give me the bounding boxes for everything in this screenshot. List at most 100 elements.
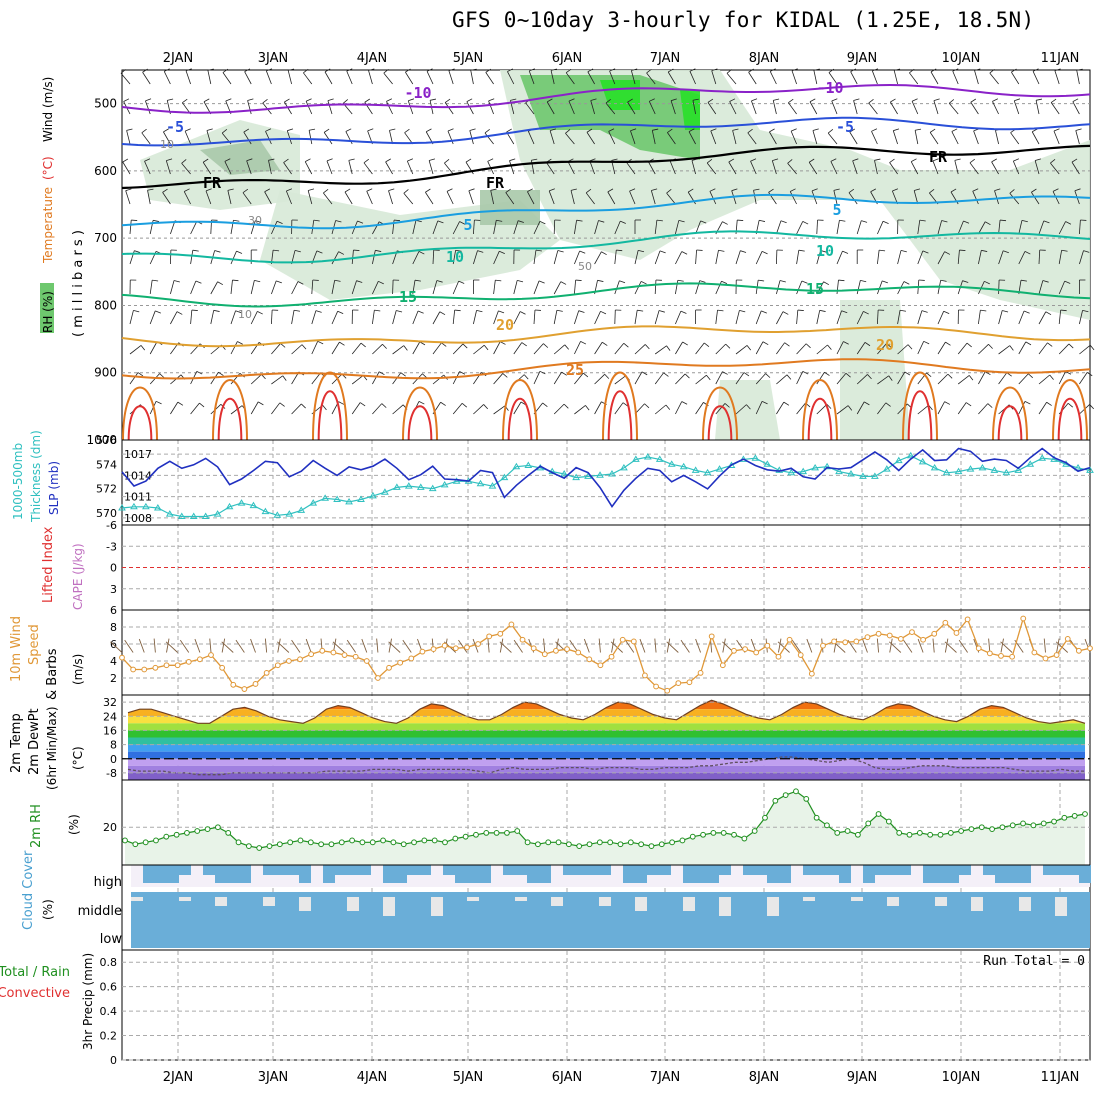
wind-barb bbox=[574, 250, 581, 265]
wind-barb bbox=[250, 401, 259, 415]
wind-barb bbox=[190, 402, 200, 415]
wind-barb bbox=[1018, 251, 1026, 265]
wind-barb bbox=[969, 162, 979, 175]
wind-barb-flag bbox=[1036, 98, 1043, 101]
wind-barb bbox=[1032, 71, 1040, 85]
wind-barb-flag bbox=[1025, 341, 1032, 346]
wind-barb bbox=[634, 310, 638, 325]
wind-barb bbox=[729, 101, 737, 115]
thickness-marker bbox=[142, 502, 150, 510]
surface-wind-barb bbox=[346, 639, 357, 653]
isotherm-loop-red bbox=[1057, 397, 1083, 441]
ylabel-temp-3: (6hr Min/Max) bbox=[45, 707, 59, 791]
wind-barb-flag bbox=[549, 128, 556, 131]
rh2m-marker bbox=[627, 839, 634, 846]
thickness-marker bbox=[476, 479, 485, 487]
wind-barb-flag bbox=[731, 188, 738, 192]
wind-barb-flag bbox=[963, 220, 970, 224]
wind-barb-flag bbox=[476, 309, 483, 313]
wind-speed-marker bbox=[953, 630, 960, 636]
rh-shading bbox=[520, 75, 700, 160]
thickness-marker bbox=[620, 463, 628, 471]
surface-wind-barb bbox=[305, 638, 312, 653]
wind-barb bbox=[1054, 70, 1060, 85]
wind-barb-flag bbox=[666, 345, 671, 351]
wind-barb-flag bbox=[944, 401, 951, 405]
wind-barb-flag bbox=[426, 128, 432, 133]
wind-barb bbox=[149, 310, 156, 325]
wind-barb bbox=[528, 70, 535, 85]
rh2m-marker bbox=[1071, 812, 1078, 819]
wind-barb bbox=[710, 130, 717, 145]
isotherm--5 bbox=[121, 116, 1091, 147]
wind-barb-flag bbox=[819, 309, 826, 312]
isotherm-15 bbox=[121, 282, 1091, 308]
wind-barb-flag bbox=[425, 188, 431, 193]
thickness-marker bbox=[942, 468, 951, 476]
rh2m-marker bbox=[916, 829, 923, 836]
date-label-top: 7JAN bbox=[650, 51, 681, 66]
wind-barb-flag bbox=[907, 344, 913, 350]
wind-barb bbox=[769, 131, 777, 145]
cloud-high-cell bbox=[287, 865, 299, 875]
wind-barb bbox=[848, 192, 858, 205]
wind-barb-flag bbox=[600, 310, 607, 315]
wind-barb-flag bbox=[758, 279, 765, 282]
surface-wind-barb bbox=[917, 638, 924, 653]
precip-legend-convective: Convective bbox=[0, 986, 70, 1001]
wind-barb bbox=[303, 72, 313, 85]
cloud-mid-gap bbox=[179, 897, 191, 901]
wind-barb-flag bbox=[667, 128, 673, 133]
wind-speed-marker bbox=[130, 666, 137, 673]
wind-barb-flag bbox=[338, 251, 345, 255]
temp-tick-label: 0 bbox=[110, 753, 117, 766]
ylabel-lifted-index: Lifted Index bbox=[41, 526, 56, 603]
wind-barb bbox=[351, 250, 354, 265]
wind-barb bbox=[626, 162, 636, 175]
rh2m-marker bbox=[741, 835, 748, 842]
wind-barb bbox=[776, 311, 784, 325]
wind-barb-flag bbox=[586, 128, 593, 133]
wind-barb bbox=[614, 375, 627, 385]
wind-barb-flag bbox=[565, 68, 572, 73]
wind-barb-flag bbox=[334, 279, 341, 282]
wind-barb-flag bbox=[992, 98, 999, 102]
wind-barb-flag bbox=[578, 310, 585, 313]
wind-barb-flag bbox=[863, 311, 869, 315]
cloud-high-cell bbox=[395, 865, 407, 883]
wind-barb-flag bbox=[947, 373, 953, 379]
wind-barb bbox=[675, 341, 683, 355]
thickness-marker bbox=[643, 453, 652, 460]
rh2m-marker bbox=[1030, 822, 1037, 829]
wind-speed-marker bbox=[742, 646, 748, 652]
thickness-marker bbox=[978, 463, 987, 471]
wind-barb bbox=[772, 100, 777, 115]
wind-barb-flag bbox=[502, 373, 508, 378]
cloud-high-cell bbox=[155, 865, 167, 883]
wind-barb bbox=[771, 160, 777, 175]
rh2m-marker bbox=[287, 839, 294, 846]
rh2m-marker bbox=[958, 828, 965, 834]
isotherm-loop-orange bbox=[702, 386, 738, 441]
cloud-high-cell bbox=[299, 865, 311, 883]
wind-barb bbox=[897, 371, 906, 385]
wind-barb-flag bbox=[914, 188, 921, 191]
wind-barb-flag bbox=[692, 98, 699, 101]
wind-barb-flag bbox=[235, 310, 242, 314]
wind-barb-flag bbox=[1060, 309, 1067, 312]
wind-barb bbox=[787, 163, 797, 175]
pressure-tick-label: 600 bbox=[94, 164, 117, 178]
wind-barb-flag bbox=[173, 280, 180, 283]
cloud-mid-gap bbox=[767, 897, 779, 916]
wind-barb bbox=[493, 220, 497, 235]
wind-barb-flag bbox=[843, 341, 849, 345]
wind-barb-flag bbox=[455, 249, 462, 252]
wind-barb bbox=[1010, 132, 1020, 145]
wind-speed-marker bbox=[553, 647, 559, 654]
wind-barb-flag bbox=[246, 158, 253, 162]
isotherm-10 bbox=[121, 230, 1091, 264]
wind-barb bbox=[183, 191, 191, 205]
temp-color-band bbox=[128, 758, 1085, 766]
wind-barb-flag bbox=[732, 128, 739, 131]
li-tick-label: -3 bbox=[106, 540, 117, 553]
